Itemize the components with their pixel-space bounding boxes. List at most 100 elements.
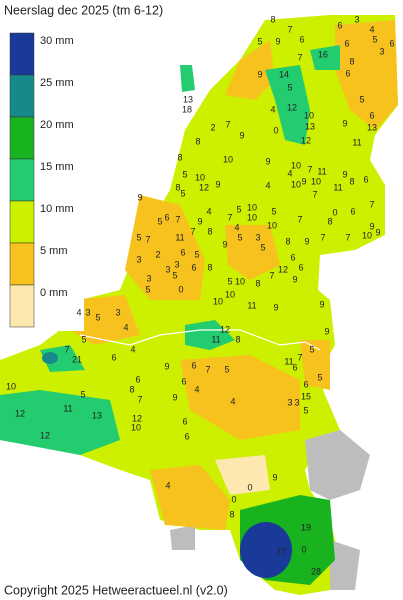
station-value: 7 xyxy=(145,234,150,244)
station-value: 5 xyxy=(95,312,100,322)
station-value: 10 xyxy=(6,381,16,391)
station-value: 5 xyxy=(271,206,276,216)
station-value: 8 xyxy=(129,384,134,394)
station-value: 8 xyxy=(207,226,212,236)
legend-swatch xyxy=(9,32,35,76)
station-value: 4 xyxy=(369,24,374,34)
wet-area xyxy=(150,465,230,530)
station-value: 5 xyxy=(180,188,185,198)
neighbour-area xyxy=(170,525,195,550)
station-value: 7 xyxy=(297,52,302,62)
station-value: 6 xyxy=(303,379,308,389)
wet-area xyxy=(335,20,398,130)
border xyxy=(79,329,321,351)
station-value: 5 xyxy=(182,169,187,179)
station-value: 5 xyxy=(372,34,377,44)
wet-area xyxy=(0,390,120,455)
station-value: 5 xyxy=(227,276,232,286)
station-value: 8 xyxy=(207,262,212,272)
station-value: 13 xyxy=(92,410,102,420)
station-value: 9 xyxy=(257,69,262,79)
station-value: 6 xyxy=(350,206,355,216)
station-value: 4 xyxy=(76,307,81,317)
station-value: 3 xyxy=(136,254,141,264)
station-value: 6 xyxy=(292,362,297,372)
station-value: 9 xyxy=(197,216,202,226)
station-value: 10 xyxy=(131,422,141,432)
station-value: 10 xyxy=(213,296,223,306)
station-value: 7 xyxy=(297,352,302,362)
station-value: 10 xyxy=(291,179,301,189)
station-value: 27 xyxy=(276,546,286,556)
station-value: 6 xyxy=(344,38,349,48)
wet-area xyxy=(185,320,235,350)
station-value: 4 xyxy=(270,104,275,114)
wet-area xyxy=(180,355,300,440)
station-value: 4 xyxy=(265,180,270,190)
station-value: 10 xyxy=(195,172,205,182)
wet-area xyxy=(310,45,340,70)
station-value: 3 xyxy=(379,46,384,56)
station-value: 7 xyxy=(320,232,325,242)
station-value: 11 xyxy=(317,166,326,176)
wet-area xyxy=(225,40,275,100)
station-value: 5 xyxy=(359,94,364,104)
station-value: 4 xyxy=(230,396,235,406)
station-value: 9 xyxy=(164,361,169,371)
station-value: 8 xyxy=(229,509,234,519)
station-value: 12 xyxy=(15,408,25,418)
station-value: 6 xyxy=(180,247,185,257)
station-value: 12 xyxy=(287,102,297,112)
legend-swatch xyxy=(9,74,35,118)
station-value: 13 xyxy=(367,122,377,132)
station-value: 10 xyxy=(304,110,314,120)
station-value: 6 xyxy=(299,34,304,44)
station-value: 11 xyxy=(211,334,220,344)
station-value: 12 xyxy=(132,413,142,423)
station-value: 15 xyxy=(301,391,311,401)
station-value: 0 xyxy=(231,494,236,504)
station-value: 8 xyxy=(195,136,200,146)
station-value: 5 xyxy=(81,334,86,344)
station-value: 9 xyxy=(319,299,324,309)
station-value: 2 xyxy=(155,249,160,259)
station-value: 8 xyxy=(235,334,240,344)
wet-area xyxy=(40,345,85,372)
station-value: 7 xyxy=(307,164,312,174)
station-value: 7 xyxy=(64,344,69,354)
station-value: 3 xyxy=(174,259,179,269)
station-value: 8 xyxy=(255,278,260,288)
station-value: 5 xyxy=(172,270,177,280)
wet-area xyxy=(240,522,292,578)
station-value: 18 xyxy=(182,104,192,114)
wet-area xyxy=(180,65,195,92)
dry-area xyxy=(215,455,270,495)
station-value: 5 xyxy=(145,284,150,294)
station-value: 7 xyxy=(345,232,350,242)
land xyxy=(0,15,398,595)
station-value: 21 xyxy=(72,354,82,364)
station-value: 10 xyxy=(267,220,277,230)
station-value: 12 xyxy=(220,324,230,334)
station-value: 8 xyxy=(175,182,180,192)
map-title: Neerslag dec 2025 (tm 6-12) xyxy=(4,3,163,17)
station-value: 9 xyxy=(172,392,177,402)
station-value: 3 xyxy=(146,273,151,283)
legend-label: 25 mm xyxy=(40,77,74,89)
wet-area xyxy=(265,65,310,145)
station-value: 4 xyxy=(165,480,170,490)
station-value: 3 xyxy=(255,232,260,242)
station-value: 6 xyxy=(111,352,116,362)
station-value: 9 xyxy=(292,274,297,284)
station-value: 5 xyxy=(237,232,242,242)
station-value: 6 xyxy=(369,110,374,120)
station-value: 7 xyxy=(205,364,210,374)
station-value: 5 xyxy=(317,372,322,382)
station-value: 5 xyxy=(194,249,199,259)
wet-area xyxy=(125,195,205,300)
station-value: 6 xyxy=(337,20,342,30)
wet-area xyxy=(300,340,330,390)
